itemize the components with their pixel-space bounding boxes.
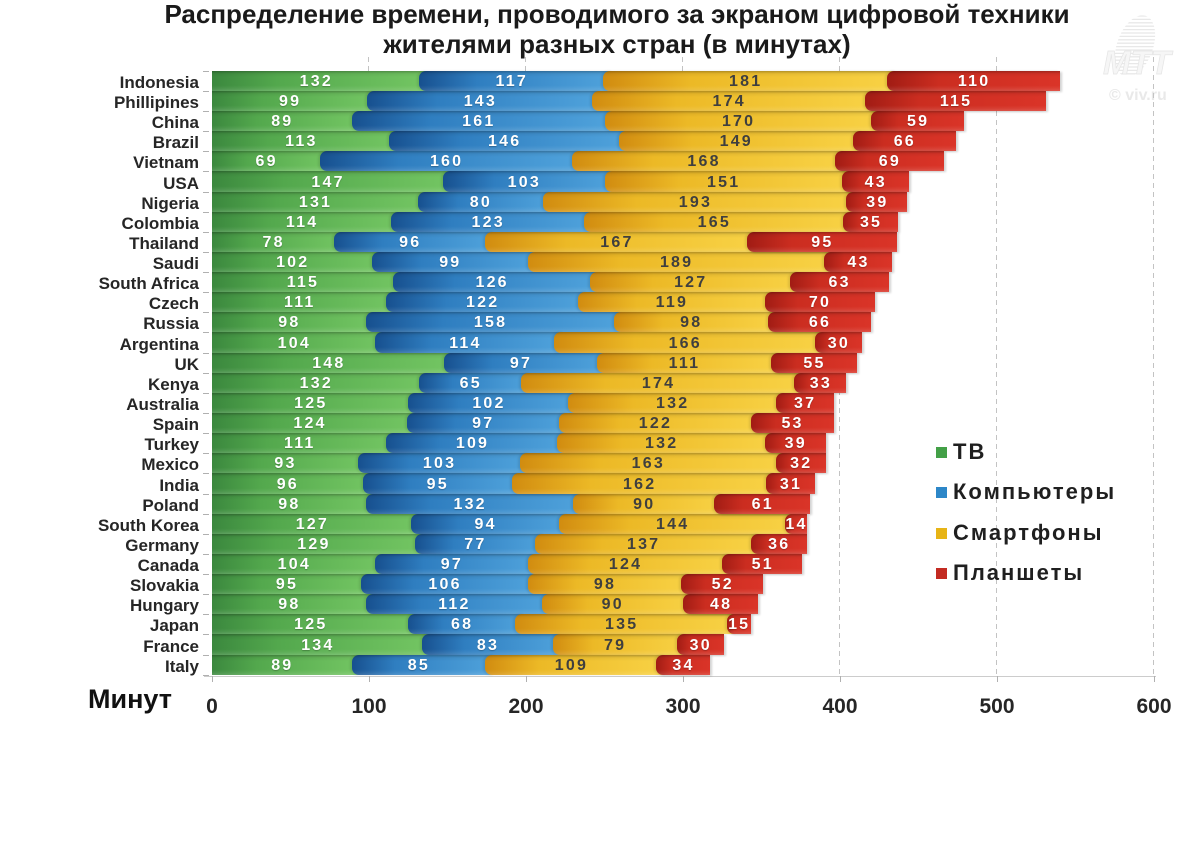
svg-text:© viv.ru: © viv.ru bbox=[1109, 87, 1167, 104]
svg-text:MTT: MTT bbox=[1103, 44, 1174, 81]
